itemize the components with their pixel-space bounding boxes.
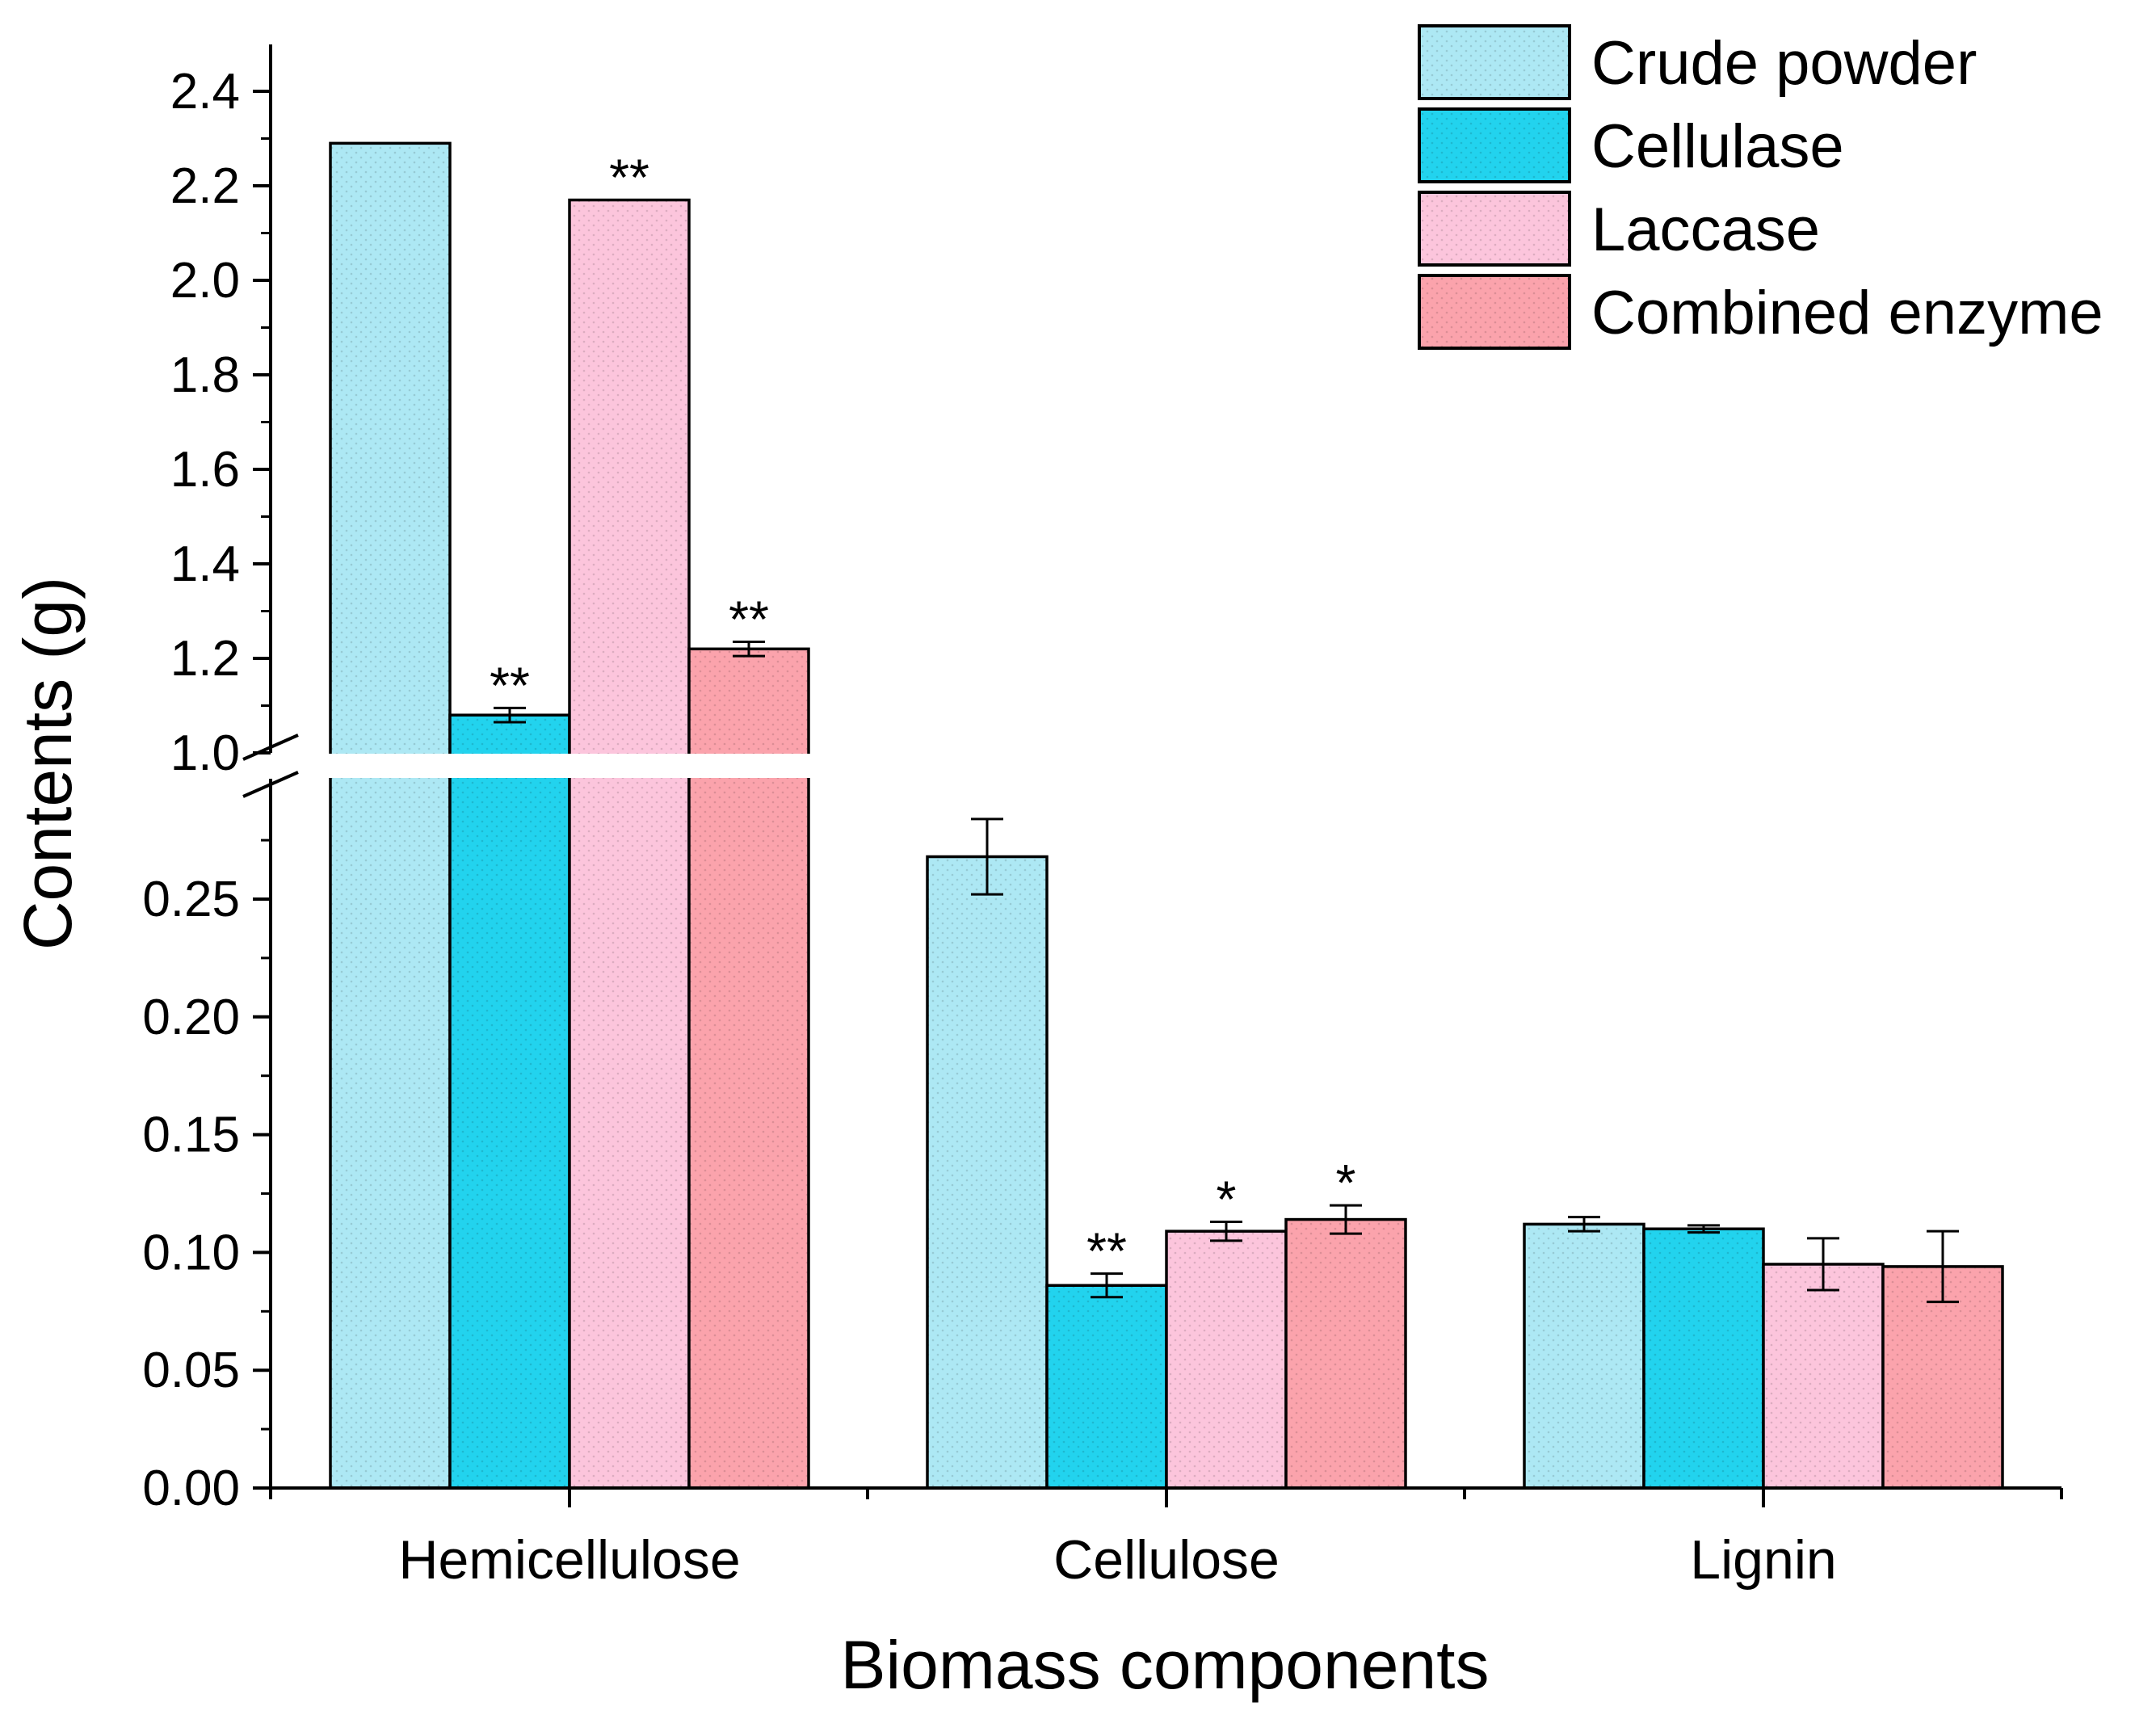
y-tick-label: 1.2 <box>170 631 240 687</box>
x-tick-label-hemicellulose: Hemicellulose <box>398 1529 740 1591</box>
bars-layer <box>329 141 2004 1490</box>
legend-swatch-outline-crude-powder <box>1418 24 1571 100</box>
error-bars-layer <box>494 641 1959 1304</box>
bar-outline-cellulose-combined-enzyme <box>1284 1217 1407 1490</box>
bar-outline-lignin-laccase <box>1762 1263 1885 1490</box>
x-axis-title: Biomass components <box>840 1627 1489 1703</box>
significance-label-cellulose-cellulase: ** <box>1086 1222 1127 1280</box>
y-tick-label: 2.0 <box>170 253 240 309</box>
y-tick-label: 0.05 <box>142 1343 240 1398</box>
y-tick-label: 0.00 <box>142 1461 240 1516</box>
legend-label-laccase: Laccase <box>1591 195 1820 264</box>
significance-label-cellulose-laccase: * <box>1217 1170 1237 1228</box>
bar-outline-lignin-cellulase <box>1642 1227 1765 1490</box>
y-tick-label: 1.4 <box>170 536 240 592</box>
legend-label-combined-enzyme: Combined enzyme <box>1591 279 2103 347</box>
legend-swatch-outline-combined-enzyme <box>1418 274 1571 350</box>
y-tick-label: 0.10 <box>142 1225 240 1280</box>
significance-label-cellulose-combined-enzyme: * <box>1336 1154 1356 1212</box>
y-tick-label: 1.8 <box>170 347 240 403</box>
bar-outline-lignin-crude-powder <box>1523 1222 1645 1490</box>
y-tick-label: 0.15 <box>142 1108 240 1163</box>
y-tick-label: 1.0 <box>170 725 240 781</box>
y-axis-title: Contents (g) <box>10 577 86 950</box>
significance-labels-layer: ********** <box>490 149 1355 1280</box>
axis-break-gap <box>242 754 824 778</box>
y-tick-label: 2.4 <box>170 64 240 120</box>
legend-swatch-outline-laccase <box>1418 191 1571 267</box>
y-tick-label: 0.25 <box>142 872 240 927</box>
axis-break-slash-bottom <box>242 771 299 798</box>
bar-outline-hemicellulose-combined-enzyme <box>687 647 810 1490</box>
legend: Crude powder Cellulase Laccase Combined enz… <box>1418 24 2103 350</box>
x-tick-label-lignin: Lignin <box>1690 1529 1837 1591</box>
bar-outline-cellulose-cellulase <box>1045 1284 1168 1490</box>
y-tick-label: 1.6 <box>170 442 240 498</box>
bar-outline-hemicellulose-laccase <box>568 198 691 1490</box>
y-tick-label: 0.20 <box>142 990 240 1045</box>
y-tick-label: 2.2 <box>170 158 240 214</box>
axes-layer: 1.0 1.2 1.4 1.6 1.8 2.0 2.2 2.4 0.00 0.05 0.10 0.15… <box>142 44 2063 1591</box>
bar-outline-hemicellulose-crude-powder <box>329 141 452 1490</box>
bar-outline-cellulose-laccase <box>1165 1229 1288 1490</box>
significance-label-hemicellulose-laccase: ** <box>609 149 649 207</box>
bar-outline-cellulose-crude-powder <box>926 855 1049 1490</box>
x-tick-label-cellulose: Cellulose <box>1053 1529 1280 1591</box>
significance-label-hemicellulose-cellulase: ** <box>490 656 530 714</box>
legend-swatch-outline-cellulase <box>1418 107 1571 183</box>
axis-break-band <box>242 754 824 778</box>
legend-label-cellulase: Cellulase <box>1591 112 1844 181</box>
axis-break-slash-top <box>242 733 299 761</box>
significance-label-hemicellulose-combined-enzyme: ** <box>729 591 769 649</box>
legend-label-crude-powder: Crude powder <box>1591 29 1977 98</box>
bar-outline-hemicellulose-cellulase <box>448 713 571 1490</box>
